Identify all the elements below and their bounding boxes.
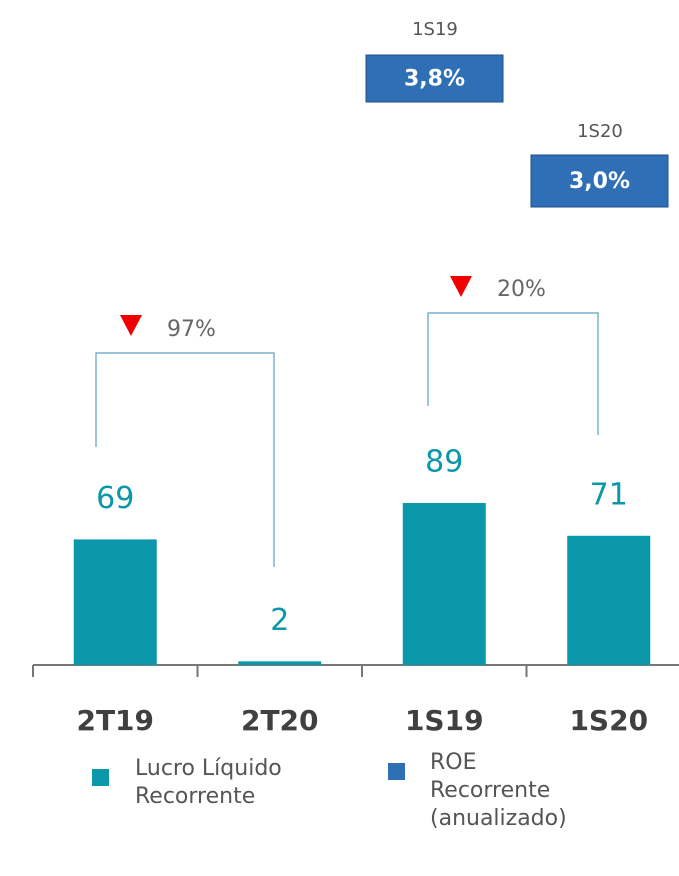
- x-tick-label: 1S20: [569, 704, 648, 737]
- bar: [567, 535, 651, 665]
- roe-period: 1S20: [577, 121, 623, 142]
- roe-period: 1S19: [412, 19, 458, 40]
- data-label: 2: [270, 603, 289, 638]
- change-label: 20%: [497, 277, 546, 302]
- legend-label: ROE Recorrente (anualizado): [430, 750, 567, 831]
- bar: [402, 503, 486, 665]
- roe-label: 3,8%: [404, 67, 465, 92]
- bar: [73, 539, 157, 665]
- data-label: 69: [96, 481, 134, 516]
- down-arrow: [450, 276, 472, 297]
- legend-label: Lucro Líquido Recorrente: [135, 756, 282, 809]
- change-bracket: [427, 312, 599, 435]
- data-label: 71: [590, 477, 628, 512]
- roe-box: [530, 154, 669, 208]
- x-tick-label: 2T20: [241, 704, 319, 737]
- x-tick-label: 2T19: [76, 704, 154, 737]
- down-arrow: [120, 315, 142, 336]
- change-label: 97%: [167, 317, 216, 342]
- x-tick-label: 1S19: [405, 704, 484, 737]
- roe-label: 3,0%: [569, 169, 630, 194]
- legend-swatch: [388, 763, 405, 780]
- legend-swatch: [92, 769, 109, 786]
- bar: [238, 661, 322, 665]
- data-label: 89: [425, 445, 463, 480]
- change-bracket: [95, 352, 275, 567]
- roe-box: [365, 54, 504, 103]
